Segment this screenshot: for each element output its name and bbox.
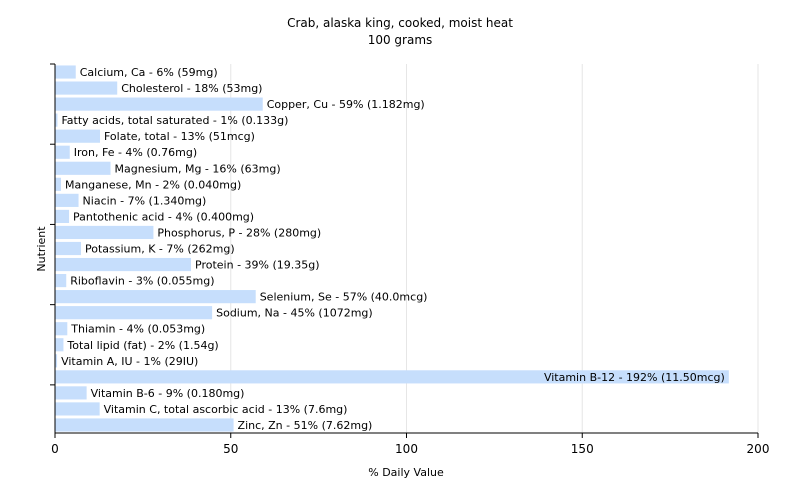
bar-label: Cholesterol - 18% (53mg) [121,82,262,95]
bar-label: Iron, Fe - 4% (0.76mg) [74,146,197,159]
bar-label: Magnesium, Mg - 16% (63mg) [115,162,281,175]
bar-label: Folate, total - 13% (51mcg) [104,130,255,143]
bar [55,161,111,175]
bar [55,193,79,207]
bar-label: Sodium, Na - 45% (1072mg) [216,307,373,320]
x-tick-label: 100 [395,442,418,456]
chart-subtitle: 100 grams [368,33,433,47]
chart-title: Crab, alaska king, cooked, moist heat [287,16,513,30]
bar-label: Vitamin A, IU - 1% (29IU) [61,355,198,368]
x-ticks: 0 50 100 150 200 [51,433,769,456]
bar-label: Total lipid (fat) - 2% (1.54g) [66,339,218,352]
bar [55,322,68,336]
bar-label: Vitamin B-6 - 9% (0.180mg) [91,387,245,400]
bar-label: Selenium, Se - 57% (40.0mcg) [260,291,428,304]
bar-label: Niacin - 7% (1.340mg) [83,194,207,207]
bar [55,370,729,384]
bar [55,145,70,159]
bar [55,225,154,240]
bar-label: Vitamin B-12 - 192% (11.50mcg) [544,371,725,384]
bar-label: Manganese, Mn - 2% (0.040mg) [65,178,241,191]
bar-label: Zinc, Zn - 51% (7.62mg) [238,419,373,432]
x-tick-label: 50 [223,442,238,456]
bar [55,354,58,368]
bar [55,81,118,95]
bar-label: Fatty acids, total saturated - 1% (0.133… [61,114,288,127]
bar [55,113,58,127]
bar [55,402,100,416]
bar [55,65,76,79]
y-axis-label: Nutrient [35,226,48,272]
bar [55,241,82,256]
bar-label: Calcium, Ca - 6% (59mg) [80,66,218,79]
bar [55,418,234,432]
bar [55,274,67,288]
bar-label: Protein - 39% (19.35g) [195,259,320,272]
bar [55,97,263,111]
bar [55,386,87,400]
bar [55,290,256,304]
bar-label: Phosphorus, P - 28% (280mg) [157,226,321,239]
bar-label: Vitamin C, total ascorbic acid - 13% (7.… [104,403,348,416]
bar-label: Thiamin - 4% (0.053mg) [70,323,205,336]
bar-label: Riboflavin - 3% (0.055mg) [70,275,214,288]
x-tick-label: 0 [51,442,59,456]
bar [55,338,64,352]
bar-label: Copper, Cu - 59% (1.182mg) [267,98,425,111]
bars [55,65,729,432]
bar-label: Pantothenic acid - 4% (0.400mg) [73,210,254,223]
bar [55,209,70,223]
bar [55,257,192,272]
bar [55,177,61,191]
x-tick-label: 150 [571,442,594,456]
bar-labels: Calcium, Ca - 6% (59mg) Cholesterol - 18%… [61,66,725,432]
bar-label: Potassium, K - 7% (262mg) [85,243,235,256]
x-axis-label: % Daily Value [368,466,444,479]
bar [55,129,100,143]
x-tick-label: 200 [747,442,770,456]
bar [55,306,213,320]
